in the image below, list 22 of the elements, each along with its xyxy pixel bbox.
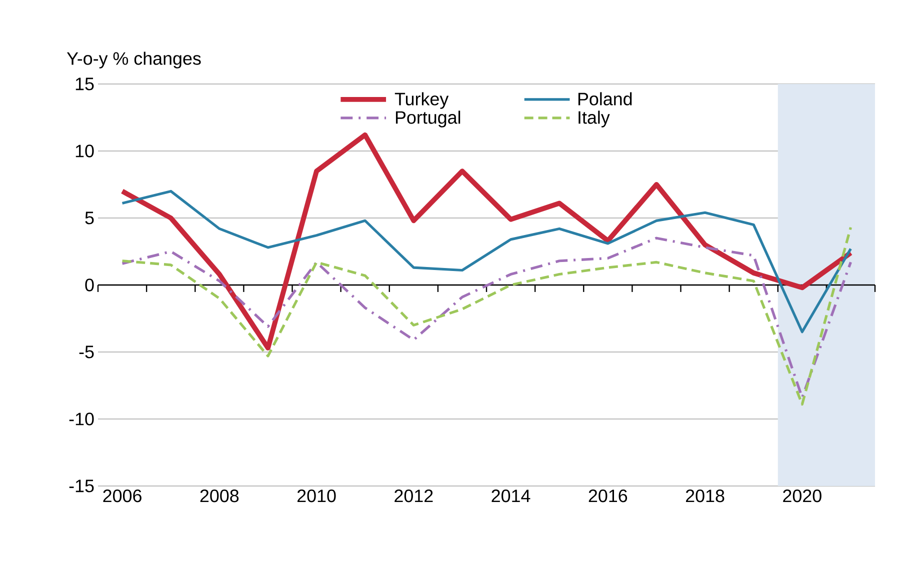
x-tick-label: 2016 — [588, 490, 628, 502]
y-axis-title: Y-o-y % changes — [66, 52, 201, 68]
y-tick-label: 15 — [76, 78, 94, 90]
legend-label: Poland — [578, 92, 632, 106]
line-series — [120, 190, 852, 334]
x-tick-label: 2018 — [686, 490, 724, 502]
legend-label: Turkey — [394, 92, 449, 109]
y-tick-label: -10 — [69, 412, 94, 426]
y-tick-label: 0 — [85, 278, 94, 292]
y-tick-label: -5 — [79, 346, 94, 358]
y-tick-label: 5 — [85, 212, 94, 224]
line-series — [120, 132, 854, 350]
x-tick-label: 2020 — [783, 490, 822, 502]
legend-label: Portugal — [396, 110, 460, 128]
x-tick-label: 2010 — [297, 490, 336, 502]
x-tick-label: 2008 — [200, 490, 239, 502]
legend-label: Italy — [578, 110, 610, 128]
y-tick-label: -15 — [69, 480, 94, 492]
x-tick-label: 2014 — [492, 490, 530, 502]
x-tick-label: 2012 — [394, 490, 433, 502]
x-tick-label: 2006 — [103, 490, 142, 502]
y-tick-label: 10 — [76, 144, 94, 158]
